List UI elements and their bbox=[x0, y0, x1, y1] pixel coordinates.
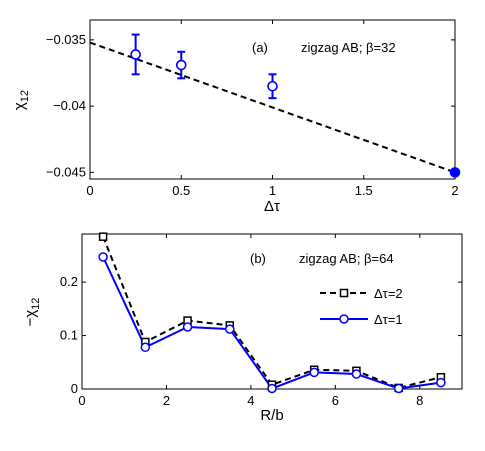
y-tick-label: 0.2 bbox=[60, 274, 78, 289]
panel-a-frame bbox=[89, 19, 456, 180]
panel-b-xlabel: R/b bbox=[260, 407, 283, 424]
circle-marker bbox=[393, 383, 404, 394]
x-tick-label: 0 bbox=[78, 393, 85, 408]
panel-a-annotation: zigzag AB; β=32 bbox=[301, 40, 396, 55]
data-point bbox=[175, 59, 187, 71]
x-tick-label: 4 bbox=[247, 393, 254, 408]
circle-marker bbox=[309, 367, 319, 378]
panel-b-annotation: zigzag AB; β=64 bbox=[299, 251, 394, 266]
panel-a-xlabel: Δτ bbox=[264, 198, 280, 215]
circle-marker bbox=[98, 252, 108, 262]
x-tick-label: 2 bbox=[451, 183, 458, 198]
circle-marker bbox=[351, 369, 362, 379]
data-point bbox=[267, 80, 278, 92]
x-tick-label: 0.5 bbox=[172, 183, 190, 198]
data-point bbox=[130, 49, 141, 60]
legend: Δτ=2 Δτ=1 bbox=[320, 286, 403, 327]
legend-label: Δτ=2 bbox=[374, 286, 403, 301]
y-tick-label: −0.045 bbox=[46, 164, 86, 179]
circle-marker bbox=[267, 383, 277, 394]
y-tick-label: 0.1 bbox=[60, 328, 78, 343]
panel-b-ylabel: −χ12 bbox=[22, 298, 42, 327]
panel-a-label: (a) bbox=[252, 40, 268, 55]
circle-marker bbox=[225, 324, 235, 334]
data-point bbox=[449, 167, 461, 178]
legend-square-marker bbox=[339, 288, 349, 298]
circle-marker bbox=[436, 377, 446, 388]
x-tick-label: 2 bbox=[163, 393, 170, 408]
fit-line bbox=[89, 41, 456, 174]
y-tick-label: −0.035 bbox=[46, 32, 86, 47]
x-tick-label: 6 bbox=[332, 393, 339, 408]
x-tick-label: 8 bbox=[416, 393, 423, 408]
circle-marker bbox=[140, 342, 151, 353]
x-tick-label: 1.5 bbox=[355, 183, 373, 198]
series-line-1 bbox=[102, 236, 442, 389]
panel-a-ylabel: χ12 bbox=[11, 90, 31, 110]
legend-circle-marker bbox=[339, 314, 349, 324]
y-tick-label: −0.04 bbox=[53, 98, 86, 113]
circle-marker bbox=[182, 322, 193, 332]
legend-label: Δτ=1 bbox=[374, 312, 403, 327]
x-tick-label: 0 bbox=[86, 183, 93, 198]
panel-b-frame bbox=[81, 233, 463, 390]
panel-b: 0 2 4 6 800.10.2 (b) zigzag AB; β=64 Δτ=2Δτ=… bbox=[22, 232, 463, 424]
square-marker bbox=[98, 232, 108, 241]
y-tick-label: 0 bbox=[71, 381, 78, 396]
x-tick-label: 1 bbox=[269, 183, 276, 198]
panel-b-label: (b) bbox=[250, 251, 266, 266]
panel-a: 0 0.5 1 1.5 2 −0.045 −0.04 −0.035 (a) zigzag AB… bbox=[11, 19, 461, 215]
